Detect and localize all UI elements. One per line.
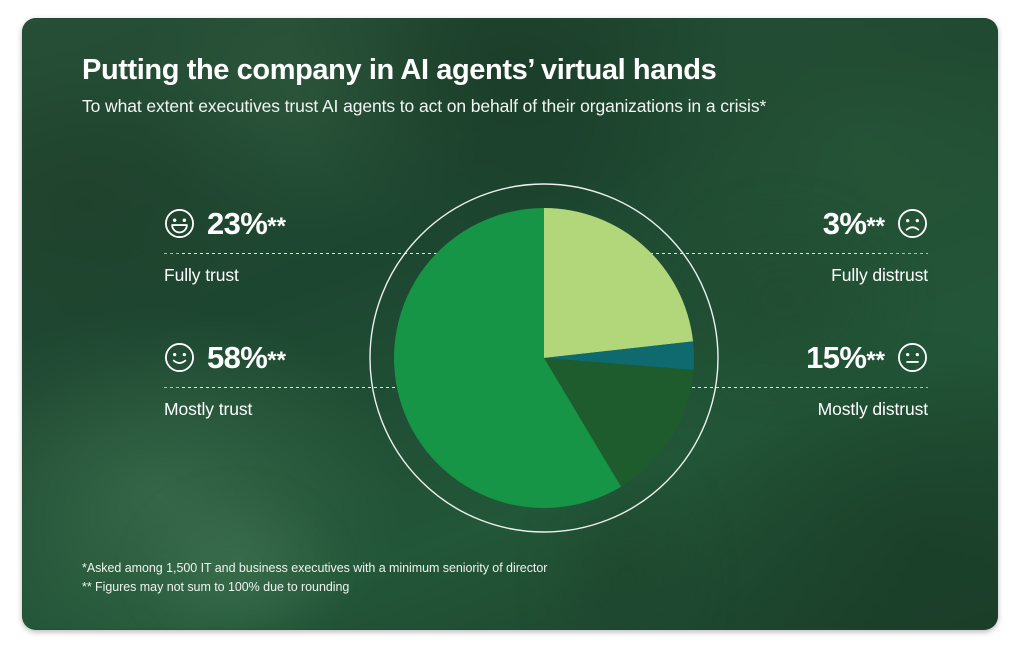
stat-mostly-distrust-value: 15%** <box>806 339 885 375</box>
page-title: Putting the company in AI agents’ virtua… <box>82 54 717 86</box>
stat-fully-trust-label: Fully trust <box>164 265 239 285</box>
stat-mostly-trust-value: 58%** <box>207 339 286 375</box>
stat-fully-distrust-value: 3%** <box>822 205 885 241</box>
footnotes: *Asked among 1,500 IT and business execu… <box>82 559 547 598</box>
pie-outer-ring <box>369 183 719 533</box>
pie-slice-mostly-distrust <box>544 358 694 487</box>
stat-fully-distrust-label: Fully distrust <box>831 265 928 285</box>
pie-chart <box>365 179 723 537</box>
pie-slice-fully-distrust <box>544 341 694 370</box>
pie-slices <box>394 208 694 509</box>
pie-slice-mostly-trust <box>394 208 622 509</box>
smile-face-icon <box>165 342 194 372</box>
frown-face-icon <box>898 208 927 238</box>
stat-mostly-trust-label: Mostly trust <box>164 399 253 419</box>
pie-chart-svg <box>369 183 719 533</box>
stat-fully-distrust-row: 3%** <box>182 202 928 244</box>
stat-mostly-trust-row: 58%** <box>164 336 886 378</box>
page-subtitle: To what extent executives trust AI agent… <box>82 96 767 117</box>
stat-fully-trust-row: 23%** <box>164 202 886 244</box>
grin-face-icon <box>165 208 194 238</box>
stat-fully-trust-value: 23%** <box>207 205 286 241</box>
footnote-1: *Asked among 1,500 IT and business execu… <box>82 561 548 575</box>
header: Putting the company in AI agents’ virtua… <box>82 54 942 117</box>
stat-mostly-distrust-row: 15%** <box>182 336 928 378</box>
stat-mostly-distrust-label: Mostly distrust <box>817 399 928 419</box>
neutral-face-icon <box>898 342 927 372</box>
pie-slice-fully-trust <box>544 208 694 358</box>
infographic-card: Putting the company in AI agents’ virtua… <box>22 18 998 630</box>
footnote-2: ** Figures may not sum to 100% due to ro… <box>82 580 350 595</box>
